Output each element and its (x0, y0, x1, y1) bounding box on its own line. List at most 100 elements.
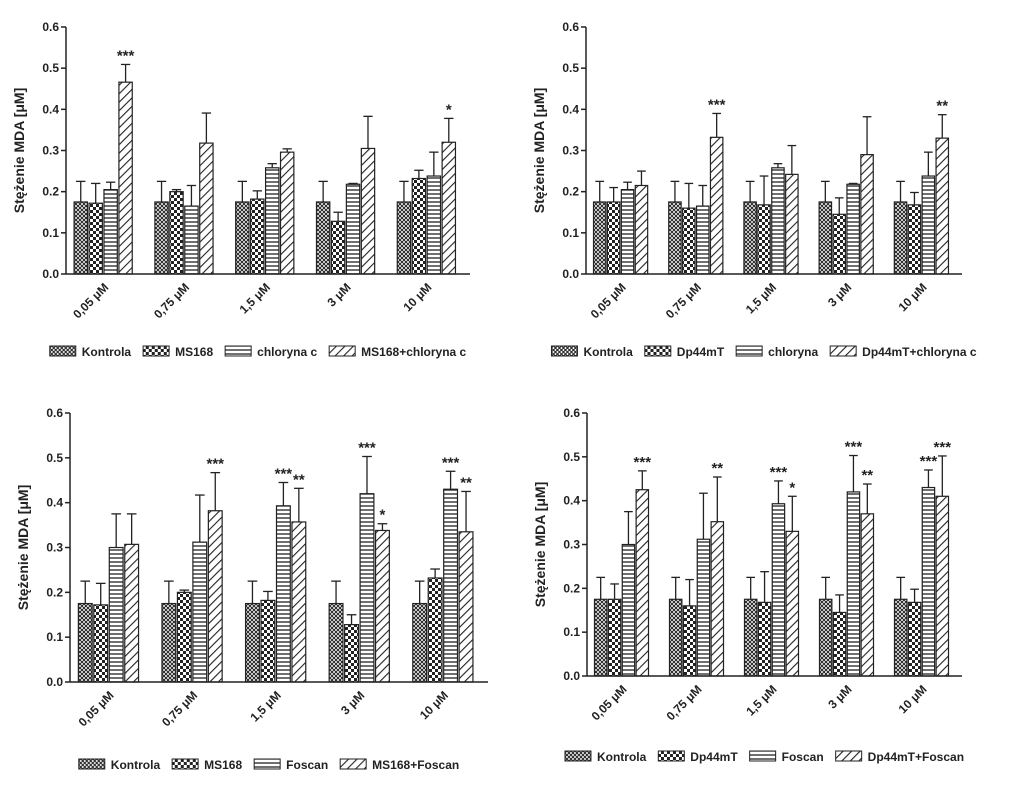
panel: 0.0 0.1 0.2 0.3 0.4 0.5 0.6 Stężenie MDA [μM] 0,… (11, 20, 470, 359)
bar (169, 191, 184, 275)
error-bar (862, 483, 872, 514)
error-bar (348, 182, 358, 185)
error-bar (910, 191, 919, 205)
significance-label: *** (117, 47, 135, 64)
bar (108, 546, 124, 683)
error-bar (609, 186, 618, 202)
legend-swatch (564, 750, 592, 762)
error-bar (333, 211, 343, 222)
error-bar (937, 114, 947, 139)
error-bar (637, 470, 647, 490)
error-bar (712, 476, 722, 522)
error-bar (318, 180, 328, 202)
error-bar (430, 568, 440, 578)
error-bar (699, 492, 708, 540)
legend-swatch (49, 345, 77, 357)
bar (757, 601, 772, 677)
x-tick-label: 0,75 μM (151, 280, 192, 321)
error-bar (429, 151, 439, 177)
significance-label: * (380, 507, 386, 524)
significance-label: *** (206, 456, 224, 473)
bar (607, 598, 622, 677)
bar (893, 598, 908, 677)
error-bar (171, 188, 182, 192)
error-bar (331, 580, 341, 604)
bar (124, 543, 140, 683)
legend-swatch (224, 345, 252, 357)
legend-label: Kontrola (597, 750, 647, 764)
x-tick-label: 3 μM (338, 688, 367, 717)
bar (893, 201, 908, 275)
error-bar (896, 576, 906, 600)
error-bar (820, 180, 830, 202)
legend-label: Dp44mT (690, 750, 738, 764)
bar (860, 513, 875, 677)
bar (860, 154, 874, 275)
error-bar (186, 184, 197, 207)
error-bar (759, 175, 769, 205)
bar (184, 205, 199, 275)
y-tick-label: 0.1 (562, 226, 579, 240)
legend-label: Foscan (286, 758, 328, 772)
legend-label: MS168+Foscan (372, 758, 459, 772)
bar (696, 538, 711, 677)
x-tick-label: 0,05 μM (588, 280, 629, 321)
bar (330, 220, 346, 275)
error-bar (362, 455, 372, 494)
bar (260, 599, 276, 683)
legend-label: MS168 (204, 758, 242, 772)
bar (921, 175, 936, 275)
x-tick-label: 0,05 μM (589, 682, 630, 723)
x-tick-label: 0,75 μM (663, 280, 704, 321)
bar (620, 189, 635, 275)
error-bar (712, 112, 722, 138)
legend-swatch (339, 758, 367, 770)
bar (635, 489, 650, 677)
bar (621, 543, 636, 677)
error-bar (685, 578, 694, 606)
y-tick-label: 0.5 (563, 450, 580, 464)
error-bar (252, 190, 262, 200)
error-bar (760, 571, 769, 603)
error-bar (444, 117, 454, 143)
y-tick-label: 0.4 (562, 102, 579, 116)
bar (199, 142, 214, 275)
x-tick-label: 1,5 μM (237, 280, 273, 316)
bar (634, 184, 649, 275)
error-bar (201, 112, 212, 144)
y-tick-label: 0.3 (46, 541, 63, 555)
error-bar (363, 115, 373, 149)
bar (818, 598, 833, 677)
error-bar (595, 180, 605, 202)
legend-label: chloryna (768, 345, 818, 359)
error-bar (194, 494, 205, 543)
bar (73, 201, 89, 275)
legend-swatch (328, 345, 356, 357)
legend-swatch (171, 758, 199, 770)
y-tick-label: 0.4 (46, 496, 63, 510)
significance-label: * (446, 101, 452, 118)
bar (935, 137, 950, 275)
bar (279, 151, 295, 275)
x-tick-label: 10 μM (417, 688, 451, 722)
error-bar (278, 481, 289, 506)
bar (275, 505, 291, 683)
error-bar (821, 576, 831, 600)
legend-swatch (829, 345, 857, 357)
bar (743, 598, 758, 677)
y-tick-label: 0.6 (42, 20, 59, 34)
y-tick-label: 0.2 (42, 185, 59, 199)
bar (907, 601, 922, 677)
legend-swatch (657, 750, 685, 762)
bar (458, 531, 474, 683)
y-axis-label: Stężenie MDA [μM] (15, 485, 31, 611)
legend-label: Kontrola (82, 345, 132, 359)
legend-swatch (550, 345, 578, 357)
bar (818, 201, 833, 275)
error-bar (684, 182, 694, 209)
x-tick-label: 10 μM (896, 682, 930, 716)
legend: Kontrola Dp44mT chloryna Dp44mT+chloryna c (550, 345, 977, 359)
error-bar (596, 576, 606, 600)
bar (412, 602, 428, 683)
